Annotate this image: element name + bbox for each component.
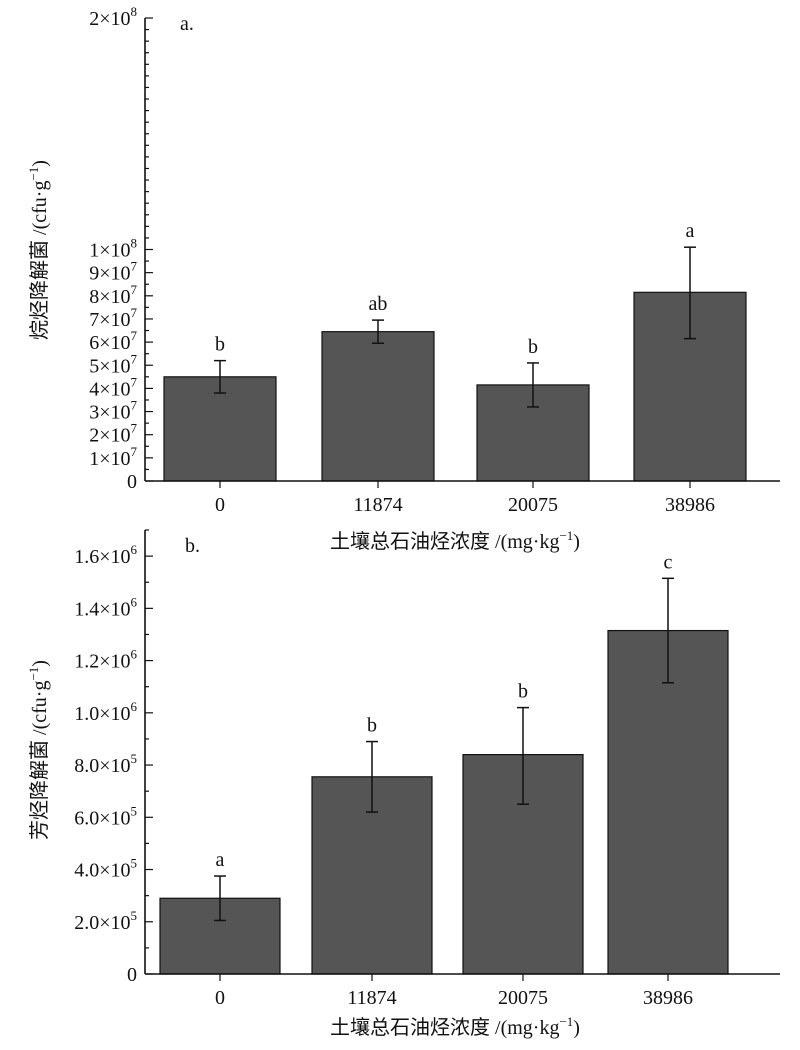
- panel-b-y-tick-label: 2.0×105: [74, 908, 137, 934]
- panel-b-bar-38986: [607, 629, 729, 975]
- panel-a-y-tick-label: 1×108: [89, 236, 137, 262]
- panel-a-y-axis-label: 烷烃降解菌 /(cfu·g−1): [26, 160, 51, 340]
- panel-b-y-axis-label: 芳烃降解菌 /(cfu·g−1): [26, 660, 51, 840]
- panel-a-y-tick-label: 3×107: [89, 398, 137, 424]
- panel-b-y-tick-label: 1.2×106: [74, 647, 137, 673]
- panel-b-y-tick-label: 1.6×106: [74, 542, 137, 568]
- panel-a-x-tick-label-0: 0: [215, 494, 225, 516]
- panel-a-y-tick-label: 2×108: [89, 4, 137, 30]
- panel-a-y-tick-label: 8×107: [89, 282, 137, 308]
- panel-b-x-tick-label-38986: 38986: [643, 987, 693, 1009]
- panel-a-label: a.: [180, 13, 194, 35]
- panel-b-error-bar-20075: [517, 706, 529, 805]
- panel-b-significance-letter-11874: b: [367, 715, 377, 737]
- panel-b-x-tick-label-0: 0: [215, 987, 225, 1009]
- panel-a-y-tick-label: 0: [127, 471, 137, 493]
- panel-b-label: b.: [185, 535, 200, 557]
- panel-b-significance-letter-38986: c: [664, 551, 673, 573]
- panel-a-significance-letter-0: b: [215, 334, 225, 356]
- panel-b: b. a b b c 0 2.0×105 4.0×105 6.0×105 8.0×105 1.0…: [26, 529, 780, 1039]
- panel-b-x-axis-label: 土壤总石油烃浓度 /(mg·kg−1): [330, 1014, 580, 1039]
- panel-b-error-bar-38986: [662, 577, 674, 684]
- panel-a-x-tick-label-20075: 20075: [508, 494, 558, 516]
- panel-b-y-tick-label: 8.0×105: [74, 751, 137, 777]
- panel-a-significance-letter-11874: ab: [369, 293, 388, 315]
- panel-b-significance-letter-0: a: [216, 849, 225, 871]
- panel-a-x-tick-label-11874: 11874: [353, 494, 402, 516]
- panel-a-y-tick-label: 6×107: [89, 328, 137, 354]
- panel-a-bar-0: [163, 376, 277, 482]
- panel-b-y-tick-label: 0: [127, 964, 137, 986]
- panel-a-bar-11874: [321, 331, 435, 482]
- panel-a-y-tick-label: 7×107: [89, 305, 137, 331]
- panel-a-y-tick-label: 5×107: [89, 351, 137, 377]
- panel-a-y-tick-label: 1×107: [89, 444, 137, 470]
- panel-b-y-tick-label: 1.4×106: [74, 594, 137, 620]
- panel-a-error-bar-11874: [372, 319, 384, 345]
- panel-a-significance-letter-38986: a: [686, 220, 695, 242]
- panel-b-x-tick-label-20075: 20075: [498, 987, 548, 1009]
- panel-a-error-bar-0: [214, 359, 226, 394]
- panel-b-y-tick-label: 1.0×106: [74, 699, 137, 725]
- panel-a-y-tick-label: 9×107: [89, 259, 137, 285]
- panel-b-y-tick-label: 6.0×105: [74, 803, 137, 829]
- panel-a-error-bar-38986: [684, 246, 696, 340]
- panel-b-x-tick-label-11874: 11874: [347, 987, 396, 1009]
- panel-b-y-tick-label: 4.0×105: [74, 856, 137, 882]
- panel-b-error-bar-0: [214, 875, 226, 922]
- panel-a-x-axis-label: 土壤总石油烃浓度 /(mg·kg−1): [330, 528, 580, 553]
- panel-a-y-tick-label: 2×107: [89, 421, 137, 447]
- panel-a-y-tick-label: 4×107: [89, 374, 137, 400]
- panel-a-x-tick-label-38986: 38986: [665, 494, 715, 516]
- panel-b-error-bar-11874: [366, 740, 378, 813]
- panel-b-significance-letter-20075: b: [518, 681, 528, 703]
- panel-a-significance-letter-20075: b: [528, 336, 538, 358]
- panel-a-error-bar-20075: [527, 362, 539, 408]
